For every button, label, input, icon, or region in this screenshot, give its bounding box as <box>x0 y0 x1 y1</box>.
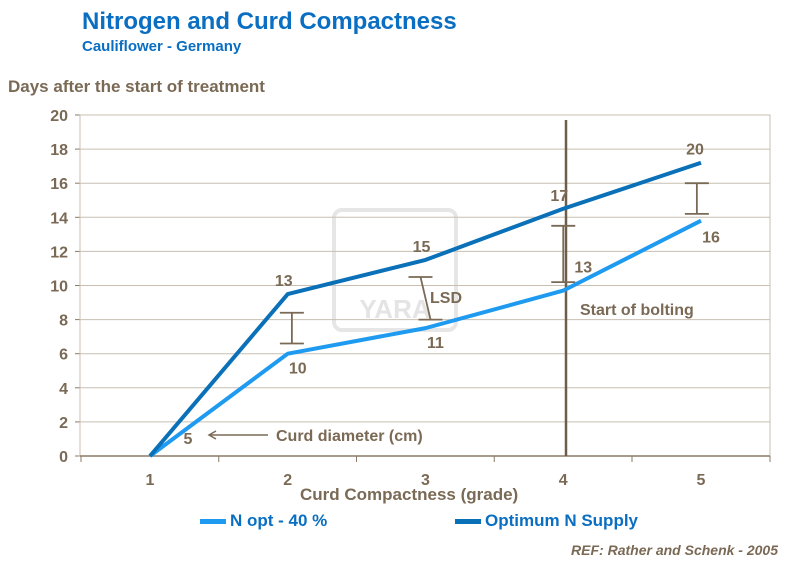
y-tick-label: 12 <box>50 244 68 261</box>
data-label: 20 <box>686 142 704 159</box>
y-tick-label: 20 <box>50 108 68 125</box>
y-tick-label: 0 <box>59 449 68 466</box>
legend-label: N opt - 40 % <box>230 511 328 530</box>
data-label: 16 <box>702 230 720 247</box>
legend-swatch <box>455 518 481 524</box>
chart-subtitle: Cauliflower - Germany <box>82 38 242 55</box>
x-tick-label: 3 <box>421 472 430 489</box>
y-tick-label: 4 <box>59 381 68 398</box>
chart-title: Nitrogen and Curd Compactness <box>82 8 457 35</box>
y-tick-label: 8 <box>59 313 68 330</box>
data-label: 11 <box>427 335 444 352</box>
legend-label: Optimum N Supply <box>485 511 638 530</box>
y-tick-label: 10 <box>50 279 68 296</box>
y-axis-label: Days after the start of treatment <box>8 77 265 96</box>
y-tick-label: 6 <box>59 347 68 364</box>
data-label: 13 <box>574 260 592 277</box>
data-label: 17 <box>550 188 568 205</box>
legend-swatch <box>200 518 226 524</box>
legend-item-optimum: Optimum N Supply <box>455 511 638 531</box>
y-tick-label: 18 <box>50 142 68 159</box>
x-axis-label: Curd Compactness (grade) <box>300 485 519 504</box>
x-tick-label: 2 <box>283 472 292 489</box>
lsd-label: LSD <box>430 290 462 307</box>
arrow-head-icon <box>207 430 217 440</box>
data-label: 15 <box>413 239 431 256</box>
x-tick-label: 1 <box>146 472 155 489</box>
lsd-bar <box>419 276 432 320</box>
data-label: 5 <box>184 431 193 448</box>
data-label: 10 <box>289 361 307 378</box>
watermark-logo-frame <box>332 208 458 332</box>
reference: REF: Rather and Schenk - 2005 <box>571 542 778 558</box>
legend-item-n-opt-40: N opt - 40 % <box>200 511 327 531</box>
y-tick-label: 14 <box>50 210 68 227</box>
y-tick-label: 16 <box>50 176 68 193</box>
data-label: 13 <box>275 273 293 290</box>
x-tick-label: 4 <box>559 472 568 489</box>
bolting-label: Start of bolting <box>580 302 694 319</box>
series-line-0 <box>148 218 702 458</box>
curd-diameter-label: Curd diameter (cm) <box>276 428 423 445</box>
y-tick-label: 2 <box>59 415 68 432</box>
x-tick-label: 5 <box>697 472 706 489</box>
